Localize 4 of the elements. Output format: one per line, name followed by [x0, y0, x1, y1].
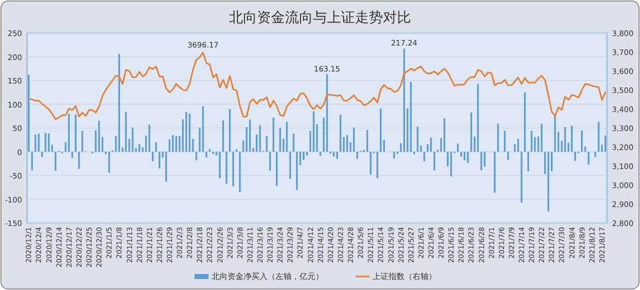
line-series	[28, 52, 606, 120]
legend-label: 北向资金净买入（左轴，亿元）	[212, 272, 324, 281]
legend-label: 上证指数（右轴）	[372, 272, 436, 281]
chart-title: 北向资金流向与上证走势对比	[229, 10, 411, 26]
